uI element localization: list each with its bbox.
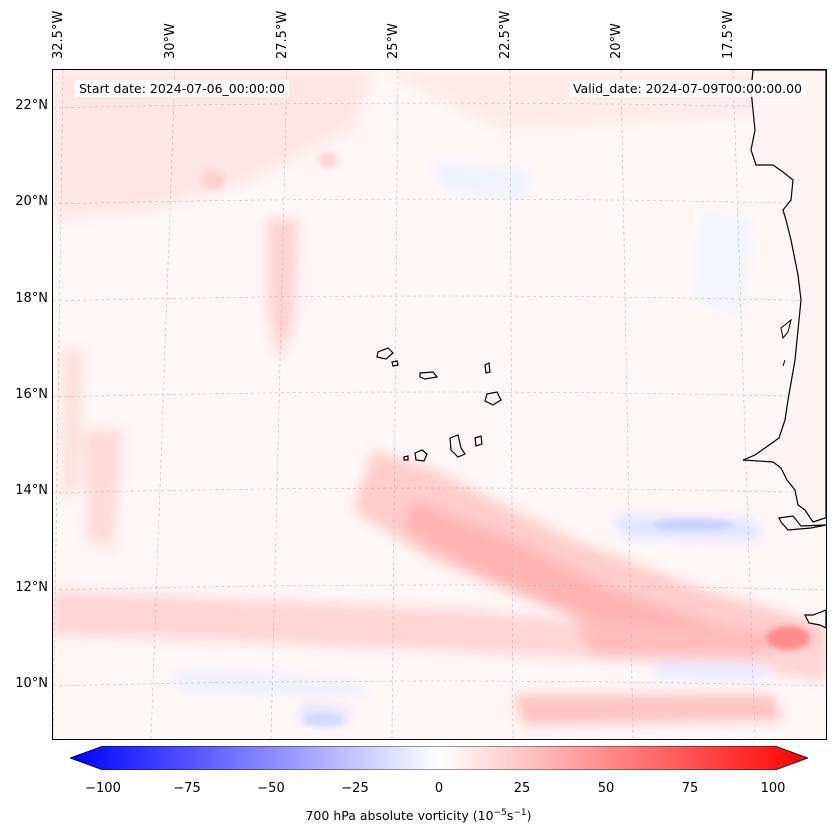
lat-label-12n: 12°N [15,580,48,595]
lon-label-30w: 30°W [163,23,178,59]
lat-label-14n: 14°N [15,483,48,498]
colorbar-tick-neg50: −50 [257,781,285,796]
lon-label-17.5w: 17.5°W [721,10,736,59]
colorbar-tick-neg100: −100 [85,781,121,796]
lon-label-20w: 20°W [609,23,624,59]
gridlines [53,70,826,739]
colorbar-tick-50: 50 [597,781,615,796]
colorbar-tick-neg75: −75 [173,781,201,796]
lon-label-32.5w: 32.5°W [51,10,66,59]
lat-label-16n: 16°N [15,387,48,402]
valid-date-annotation: Valid_date: 2024-07-09T00:00:00.00 [568,80,806,97]
lon-label-22.5w: 22.5°W [498,10,513,59]
colorbar-tick-0: 0 [434,781,444,796]
colorbar-tick-neg25: −25 [341,781,369,796]
cape-verde-islands [376,347,502,462]
vorticity-field [53,70,826,739]
colorbar-label: 700 hPa absolute vorticity (10−5s−1) [305,808,532,824]
colorbar-tick-75: 75 [681,781,699,796]
lat-label-10n: 10°N [15,676,48,691]
start-date-annotation: Start date: 2024-07-06_00:00:00 [75,80,289,97]
lat-label-18n: 18°N [15,291,48,306]
africa-coastline [742,70,826,629]
lon-label-27.5w: 27.5°W [275,10,290,59]
lat-label-20n: 20°N [15,194,48,209]
lon-label-25w: 25°W [386,23,401,59]
lat-label-22n: 22°N [15,98,48,113]
colorbar-tick-25: 25 [513,781,531,796]
colorbar [70,746,808,770]
colorbar-tick-100: 100 [760,781,786,796]
map-panel[interactable]: Start date: 2024-07-06_00:00:00 Valid_da… [52,69,827,740]
